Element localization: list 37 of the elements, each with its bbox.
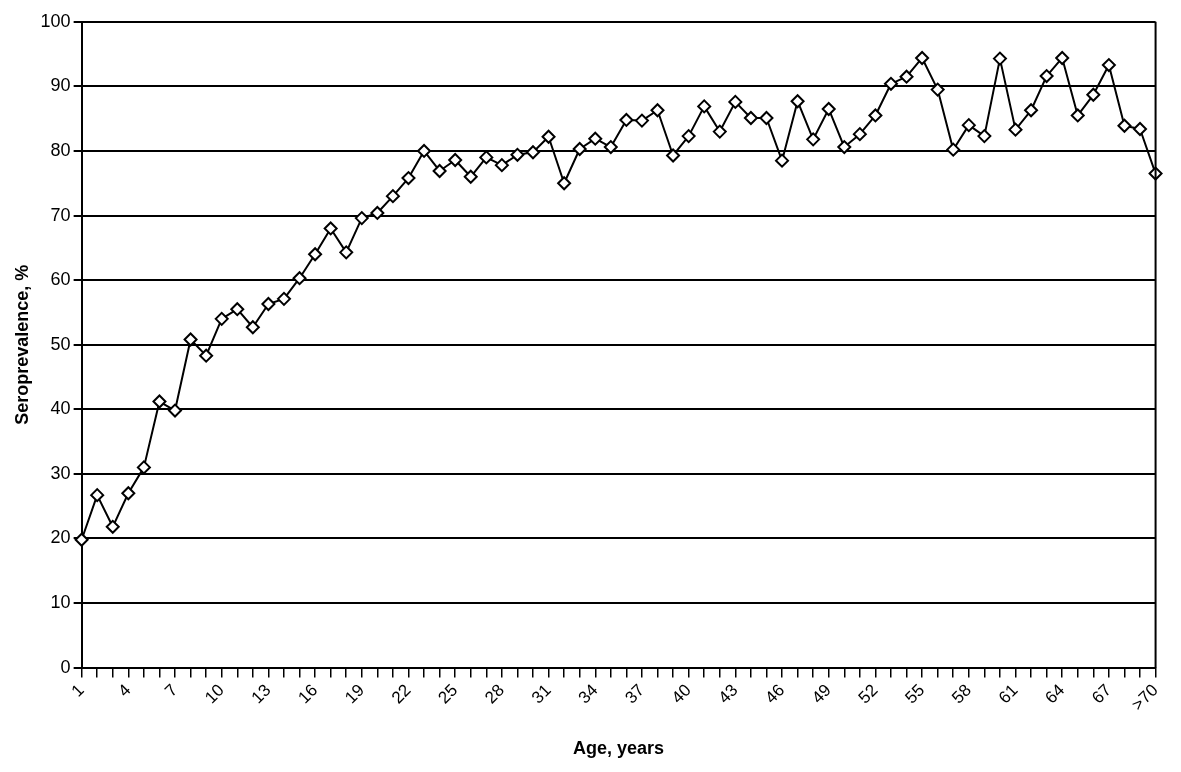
- x-tick-label: 46: [761, 680, 789, 708]
- x-tick-label: 10: [201, 680, 228, 708]
- x-tick-label: 55: [901, 680, 929, 708]
- y-axis-title: Seroprevalence, %: [11, 264, 32, 425]
- x-tick-label: 28: [481, 680, 509, 708]
- y-tick-label: 0: [60, 656, 71, 677]
- x-tick-label: 34: [574, 680, 602, 708]
- y-tick-label: 100: [40, 10, 71, 31]
- x-tick-label: 25: [434, 680, 462, 708]
- x-tick-label: 1: [67, 680, 88, 701]
- y-tick-label: 60: [50, 269, 71, 290]
- x-tick-label: 22: [387, 680, 415, 708]
- x-tick-label: 31: [527, 680, 555, 708]
- x-tick-label: 16: [294, 680, 322, 708]
- y-tick-label: 40: [50, 398, 71, 419]
- x-tick-label: 4: [114, 680, 135, 701]
- x-tick-label: 49: [808, 680, 835, 708]
- x-tick-label: >70: [1127, 680, 1162, 715]
- y-tick-label: 70: [50, 204, 71, 225]
- x-tick-label: 61: [994, 680, 1022, 708]
- x-tick-label: 13: [247, 680, 275, 708]
- y-tick-label: 20: [50, 527, 71, 548]
- x-tick-label: 58: [948, 680, 975, 708]
- x-tick-label: 19: [341, 680, 368, 708]
- y-tick-label: 30: [50, 462, 71, 483]
- x-tick-label: 52: [854, 680, 882, 708]
- y-tick-label: 10: [50, 591, 71, 612]
- x-tick-label: 67: [1088, 680, 1116, 708]
- y-tick-label: 80: [50, 139, 71, 160]
- x-tick-label: 40: [667, 680, 695, 708]
- x-tick-label: 7: [161, 680, 182, 701]
- x-tick-label: 64: [1041, 680, 1069, 708]
- y-tick-label: 50: [50, 333, 71, 354]
- x-tick-label: 43: [714, 680, 742, 708]
- y-tick-label: 90: [50, 75, 71, 96]
- x-tick-label: 37: [621, 680, 649, 708]
- x-axis-title: Age, years: [573, 738, 665, 759]
